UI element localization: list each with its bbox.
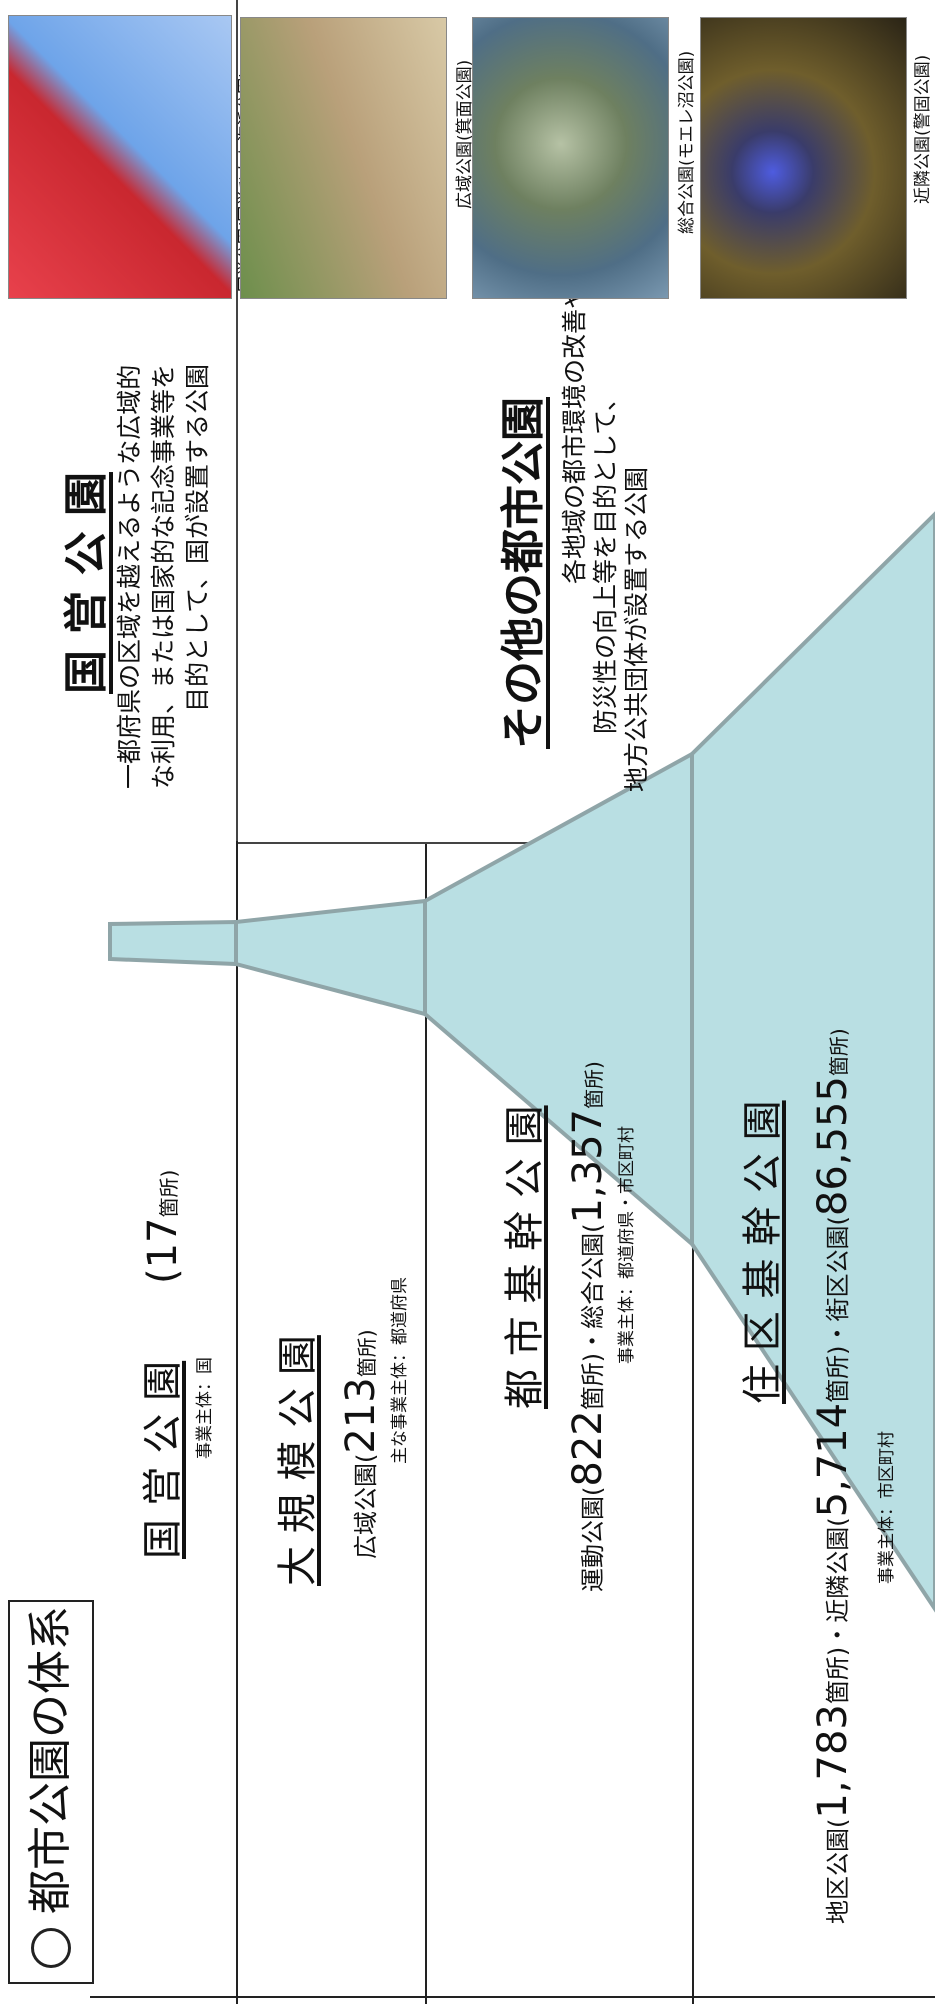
tier-operator-large: 主な事業主体：都道府県 [390,1277,410,1464]
other-desc-line: 地方公共団体が設置する公園 [622,466,651,792]
photo-caption: 近隣公園(警固公園) [913,54,933,204]
tier-operator-neighborhood: 事業主体：市区町村 [877,1431,897,1584]
tier-detail-part: 箇所)・総合公園( [579,1223,607,1411]
funnel-tier-large [234,898,427,1017]
tier-operator-city: 事業主体：都道府県・市区町村 [617,1126,637,1364]
tier-detail-part: 広域公園( [352,1453,380,1559]
tier-detail-part: 1,357 [565,1109,611,1224]
tier-detail-part: 箇所) [582,1061,606,1110]
night-illumination-photo [700,17,907,299]
tier-detail-part: 運動公園( [579,1486,607,1592]
tier-detail-part: 822 [565,1410,611,1487]
tier-detail-part: 5,714 [810,1402,856,1518]
other-heading: その他の都市公園 [498,397,549,749]
funnel-tier-neighborhood [690,509,935,1616]
tier-detail-national: (17箇所) [140,1170,186,1284]
tier-detail-part: 箇所) [157,1169,181,1218]
tier-detail-large: 広域公園(213箇所) [338,1329,384,1559]
tier-detail-part: 地区公園( [824,1818,852,1924]
tier-detail-part: 213 [338,1377,384,1454]
tier-detail-neighborhood: 地区公園(1,783箇所)・近隣公園(5,714箇所)・街区公園(86,555箇… [810,1028,856,1924]
tier-detail-part: 箇所)・近隣公園( [824,1517,852,1705]
national-heading: 国 営 公 園 [61,472,112,694]
national-desc-line: 一都府県の区域を越えるような広域的 [115,364,144,789]
tier-detail-part: 箇所)・街区公園( [824,1216,852,1403]
tier-name-neighborhood: 住 区 基 幹 公 園 [740,1100,786,1404]
tier-detail-part: 86,555 [810,1076,856,1217]
funnel-tier-national [108,919,238,967]
national-desc-line: な利用、または国家的な記念事業等を [149,363,178,789]
park-path-photo [240,17,447,299]
tier-detail-part: 17 [140,1217,186,1269]
tier-detail-part: ( [140,1268,186,1284]
flower-field-photo [8,15,232,299]
photo-caption: 総合公園(モエレ沼公園) [677,50,697,234]
tier-detail-part: 箇所) [355,1329,379,1378]
tier-detail-part: 1,783 [810,1704,856,1819]
aerial-park-photo [472,17,669,299]
national-desc-line: 目的として、国が設置する公園 [183,363,212,712]
tier-operator-national: 事業主体：国 [195,1357,215,1459]
tier-name-city: 都 市 基 幹 公 園 [502,1105,548,1409]
tier-detail-city: 運動公園(822箇所)・総合公園(1,357箇所) [565,1061,611,1592]
tier-name-national: 国 営 公 園 [140,1360,186,1559]
funnel-tier-city [423,750,694,1249]
tier-detail-part: 箇所) [827,1028,851,1077]
tier-name-large: 大 規 模 公 園 [275,1335,321,1586]
